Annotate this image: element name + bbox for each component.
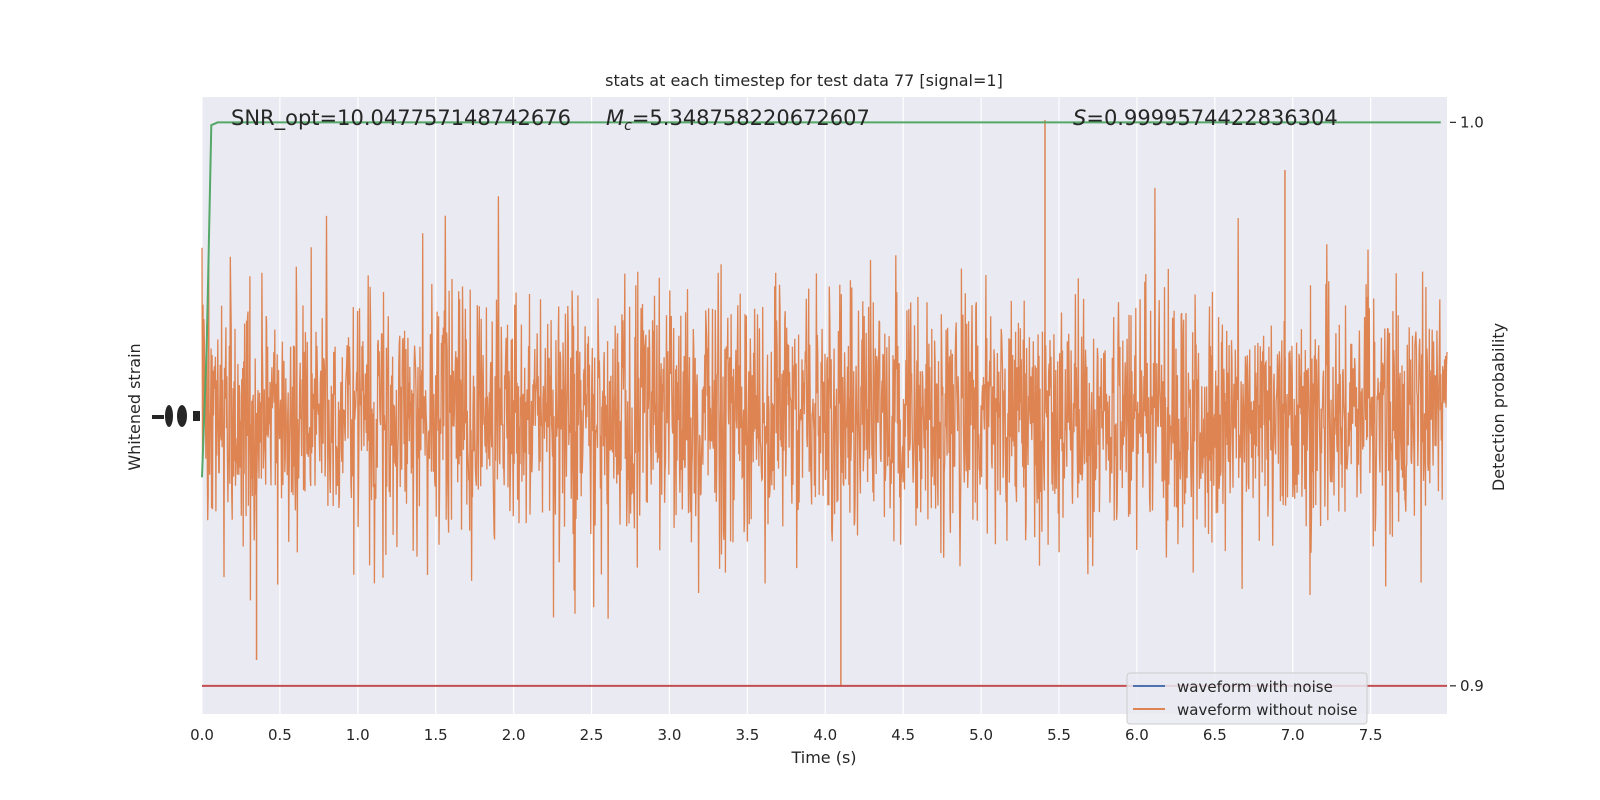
x-tick-label: 7.5 [1359,726,1383,744]
waveform-without-noise-line [201,120,1448,685]
x-tick-label: 0.5 [268,726,292,744]
waveform-path [201,187,1448,619]
x-tick-label: 1.5 [424,726,448,744]
x-tick-label: 4.5 [891,726,915,744]
legend-label-without-noise: waveform without noise [1177,701,1357,719]
detection-probability-line [201,121,1441,478]
x-axis-label: Time (s) [790,748,856,767]
x-tick-label: 0.0 [190,726,214,744]
x-axis-ticks: 0.0 0.5 1.0 1.5 2.0 2.5 3.0 3.5 4.0 4.5 5.0 5.5 6.0 6… [190,726,1383,744]
right-tick-label: 1.0 [1460,113,1484,131]
x-tick-label: 2.5 [580,726,604,744]
x-tick-label: 3.0 [658,726,682,744]
left-axis-label: Whitened strain [125,343,144,470]
legend-box [1126,672,1368,725]
chirp-mass-annotation: Mc=5.348758220672607 [606,106,870,134]
legend-label-with-noise: waveform with noise [1177,678,1333,696]
x-tick-label: 5.0 [969,726,993,744]
x-tick-label: 3.5 [735,726,759,744]
x-tick-label: 4.0 [813,726,837,744]
chart-title: stats at each timestep for test data 77 … [605,71,1003,90]
x-tick-label: 1.0 [346,726,370,744]
right-tick-label: 0.9 [1460,677,1484,695]
s-annotation: S=0.9999574422836304 [1073,106,1338,130]
left-tick-blob [152,405,200,427]
snr-annotation: SNR_opt=10.047757148742676 [231,106,571,131]
right-axis-ticks: 0.9 1.0 [1450,113,1484,695]
x-tick-label: 5.5 [1047,726,1071,744]
x-tick-label: 6.0 [1125,726,1149,744]
x-tick-label: 2.0 [502,726,526,744]
x-tick-label: 6.5 [1203,726,1227,744]
legend: waveform with noise waveform without noi… [1126,672,1368,725]
x-tick-label: 7.0 [1281,726,1305,744]
right-axis-label: Detection probability [1489,323,1508,491]
